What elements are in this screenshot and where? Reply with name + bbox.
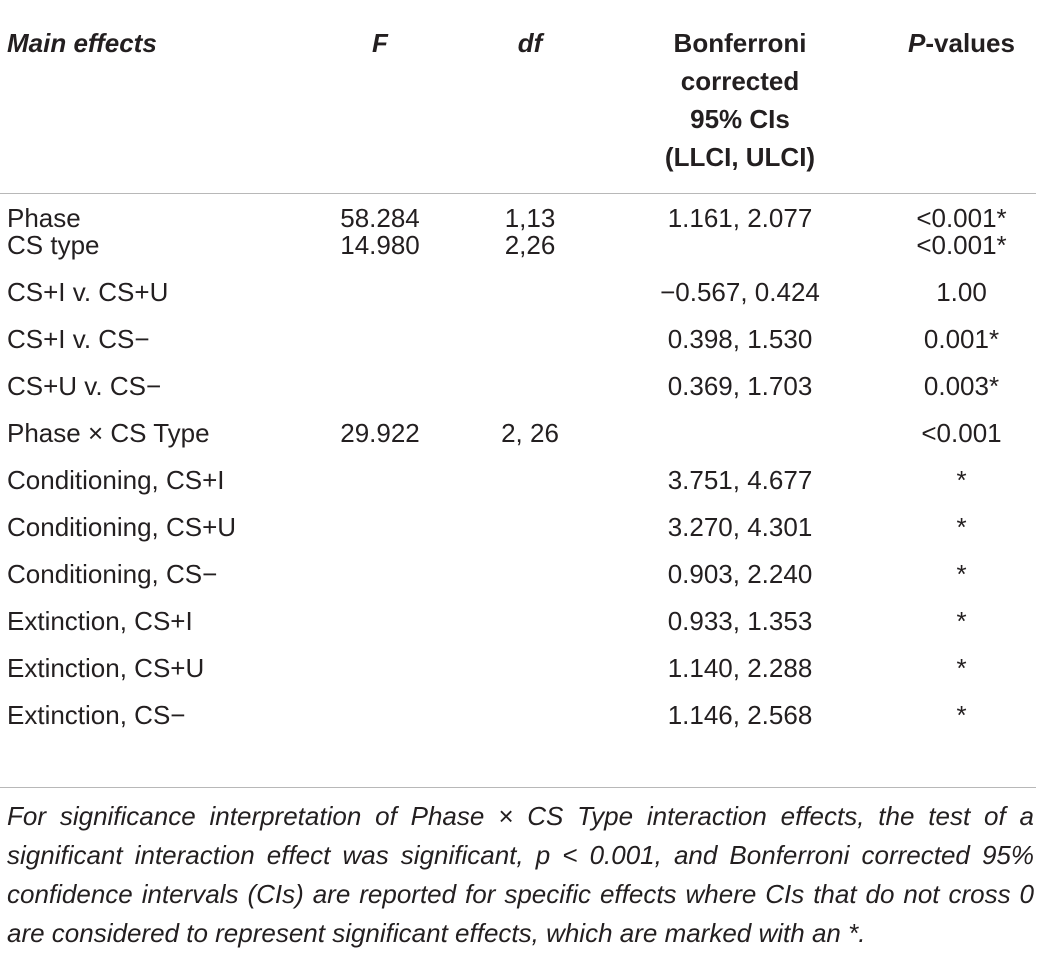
cell-effect: CS+I v. CS− [7, 324, 150, 354]
cell-p: 0.001* [923, 324, 1000, 354]
cell-f [300, 279, 460, 326]
header-main-effects: Main effects [7, 28, 157, 58]
cell-ci [600, 232, 880, 279]
cell-df: 2, 26 [501, 418, 559, 448]
cell-ci: 1.140, 2.288 [667, 653, 813, 683]
cell-p: <0.001 [921, 418, 1002, 448]
table-header-row: Main effects F df Bonferroni corrected 9… [0, 20, 1043, 185]
cell-f [300, 561, 460, 608]
cell-effect: Conditioning, CS− [7, 559, 218, 589]
cell-ci: 1.146, 2.568 [667, 700, 813, 730]
cell-p: * [956, 559, 967, 589]
header-p-suffix: -values [925, 28, 1015, 58]
cell-p: * [956, 465, 967, 495]
cell-p: * [956, 512, 967, 542]
header-ci: Bonferroni corrected 95% CIs (LLCI, ULCI… [600, 20, 880, 185]
cell-p: <0.001* [916, 203, 1007, 233]
cell-f: 29.922 [340, 418, 420, 448]
table-row: Conditioning, CS+U 3.270, 4.301 * [0, 514, 1043, 561]
cell-f [300, 655, 460, 702]
cell-effect: Extinction, CS+U [7, 653, 205, 683]
cell-df: 1,13 [504, 203, 556, 233]
cell-ci: 3.751, 4.677 [667, 465, 813, 495]
cell-effect: Conditioning, CS+U [7, 512, 237, 542]
cell-effect: CS+I v. CS+U [7, 277, 169, 307]
cell-df [460, 279, 600, 326]
cell-effect: CS type [7, 230, 100, 260]
cell-effect: Extinction, CS− [7, 700, 186, 730]
header-df: df [517, 28, 543, 58]
cell-p: <0.001* [916, 230, 1007, 260]
table-row: CS+I v. CS+U −0.567, 0.424 1.00 [0, 279, 1043, 326]
table-row: Extinction, CS− 1.146, 2.568 * [0, 702, 1043, 749]
cell-f [300, 373, 460, 420]
table-row: Extinction, CS+U 1.140, 2.288 * [0, 655, 1043, 702]
cell-ci: 0.933, 1.353 [667, 606, 813, 636]
cell-f [300, 702, 460, 749]
table-row: CS+U v. CS− 0.369, 1.703 0.003* [0, 373, 1043, 420]
cell-p: 0.003* [923, 371, 1000, 401]
cell-ci: −0.567, 0.424 [660, 277, 820, 307]
header-ci-line1: Bonferroni [673, 28, 807, 58]
table-footnote: For significance interpretation of Phase… [7, 801, 1034, 948]
cell-ci: 0.398, 1.530 [667, 324, 813, 354]
table-row: Phase 58.284 1,13 1.161, 2.077 <0.001* [0, 185, 1043, 232]
cell-df [460, 467, 600, 514]
table-bottom-rule [0, 787, 1036, 788]
header-ci-line4: (LLCI, ULCI) [664, 142, 816, 172]
cell-f [300, 326, 460, 373]
cell-effect: CS+U v. CS− [7, 371, 162, 401]
table-row: Conditioning, CS− 0.903, 2.240 * [0, 561, 1043, 608]
cell-df [460, 608, 600, 655]
cell-effect: Phase × CS Type [7, 418, 210, 448]
cell-ci: 0.903, 2.240 [667, 559, 813, 589]
cell-ci: 1.161, 2.077 [667, 203, 813, 233]
cell-df [460, 655, 600, 702]
cell-p: * [956, 700, 967, 730]
cell-ci: 0.369, 1.703 [667, 371, 813, 401]
cell-ci [600, 420, 880, 467]
cell-p: * [956, 606, 967, 636]
cell-effect: Phase [7, 203, 81, 233]
cell-df: 2,26 [504, 230, 556, 260]
header-p-prefix: P [908, 28, 926, 58]
cell-df [460, 561, 600, 608]
cell-f [300, 514, 460, 561]
cell-ci: 3.270, 4.301 [667, 512, 813, 542]
table-row: Conditioning, CS+I 3.751, 4.677 * [0, 467, 1043, 514]
cell-effect: Extinction, CS+I [7, 606, 193, 636]
cell-df [460, 326, 600, 373]
cell-effect: Conditioning, CS+I [7, 465, 225, 495]
header-p-values: P-values [880, 20, 1043, 185]
cell-f [300, 467, 460, 514]
table-row: Phase × CS Type 29.922 2, 26 <0.001 [0, 420, 1043, 467]
cell-df [460, 373, 600, 420]
cell-f [300, 608, 460, 655]
cell-df [460, 702, 600, 749]
cell-df [460, 514, 600, 561]
results-table: Main effects F df Bonferroni corrected 9… [0, 20, 1043, 749]
cell-f: 14.980 [340, 230, 420, 260]
table-row: Extinction, CS+I 0.933, 1.353 * [0, 608, 1043, 655]
header-f: F [372, 28, 388, 58]
cell-p: 1.00 [936, 277, 987, 307]
header-ci-line2: corrected [680, 66, 800, 96]
table-row: CS+I v. CS− 0.398, 1.530 0.001* [0, 326, 1043, 373]
header-divider [0, 193, 1036, 194]
table-row: CS type 14.980 2,26 <0.001* [0, 232, 1043, 279]
cell-f: 58.284 [340, 203, 420, 233]
header-ci-line3: 95% CIs [690, 104, 790, 134]
cell-p: * [956, 653, 967, 683]
